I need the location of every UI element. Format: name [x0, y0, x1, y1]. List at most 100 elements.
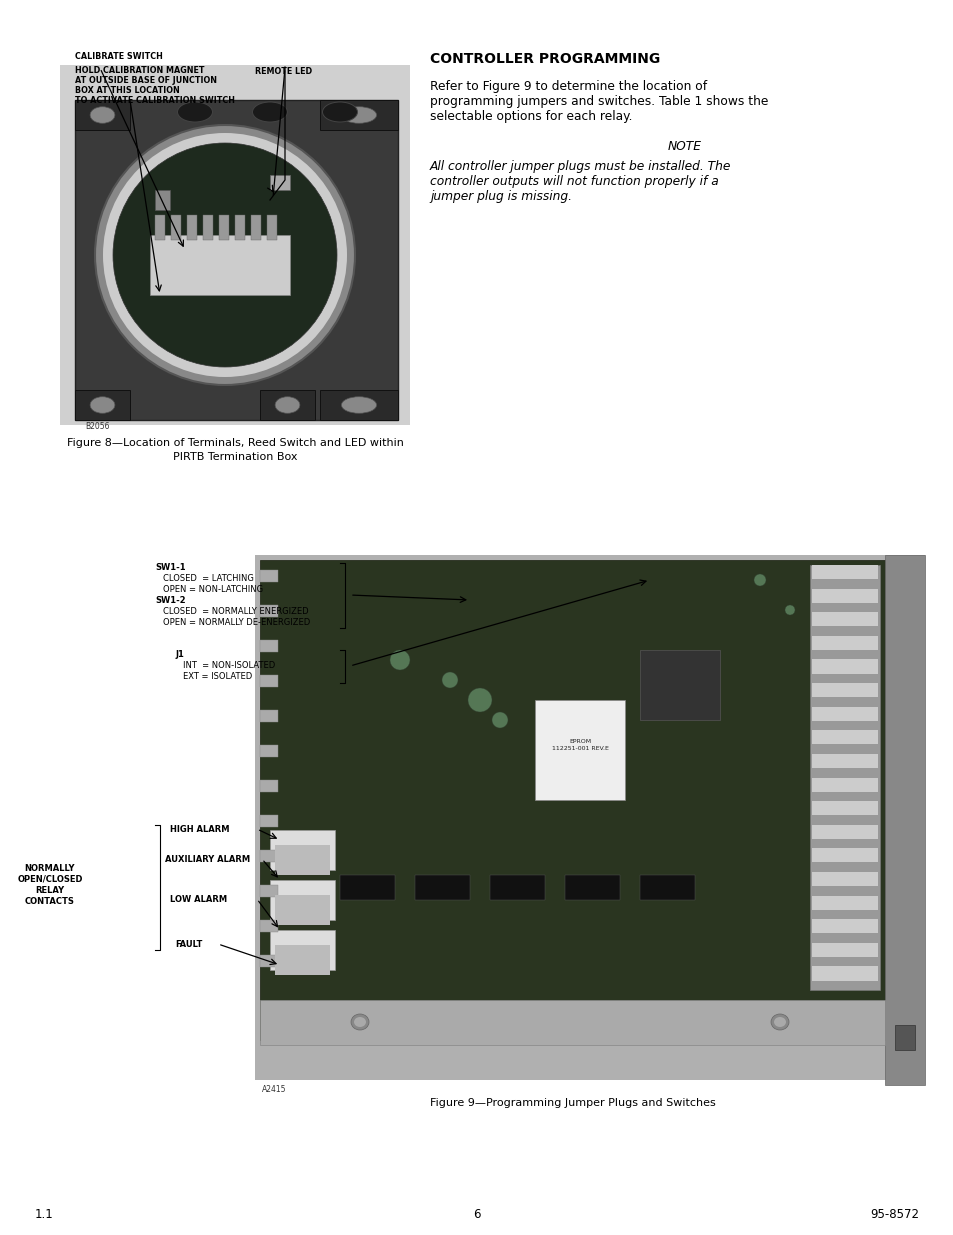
Text: NORMALLY
OPEN/CLOSED
RELAY
CONTACTS: NORMALLY OPEN/CLOSED RELAY CONTACTS — [17, 863, 83, 906]
Ellipse shape — [95, 125, 355, 385]
FancyBboxPatch shape — [811, 659, 877, 673]
FancyBboxPatch shape — [251, 215, 261, 240]
Text: AUXILIARY ALARM: AUXILIARY ALARM — [165, 855, 250, 864]
Text: Figure 9—Programming Jumper Plugs and Switches: Figure 9—Programming Jumper Plugs and Sw… — [430, 1098, 715, 1108]
Text: CONTROLLER PROGRAMMING: CONTROLLER PROGRAMMING — [430, 52, 659, 65]
Ellipse shape — [354, 1016, 366, 1028]
Ellipse shape — [103, 133, 347, 377]
FancyBboxPatch shape — [260, 745, 277, 757]
Text: controller outputs will not function properly if a: controller outputs will not function pro… — [430, 175, 718, 188]
FancyBboxPatch shape — [75, 100, 397, 420]
Text: CLOSED  = NORMALLY ENERGIZED: CLOSED = NORMALLY ENERGIZED — [163, 606, 309, 616]
Text: FAULT: FAULT — [174, 940, 202, 948]
FancyBboxPatch shape — [260, 559, 889, 1040]
FancyBboxPatch shape — [260, 571, 277, 582]
Text: CLOSED  = LATCHING: CLOSED = LATCHING — [163, 574, 253, 583]
Text: AT OUTSIDE BASE OF JUNCTION: AT OUTSIDE BASE OF JUNCTION — [75, 77, 216, 85]
Ellipse shape — [468, 688, 492, 713]
Ellipse shape — [274, 396, 299, 414]
FancyBboxPatch shape — [811, 872, 877, 885]
Text: NOTE: NOTE — [667, 140, 701, 153]
FancyBboxPatch shape — [319, 390, 397, 420]
FancyBboxPatch shape — [811, 802, 877, 815]
FancyBboxPatch shape — [219, 215, 229, 240]
Text: REMOTE LED: REMOTE LED — [254, 67, 312, 77]
FancyBboxPatch shape — [267, 215, 276, 240]
FancyBboxPatch shape — [171, 215, 181, 240]
FancyBboxPatch shape — [811, 564, 877, 579]
FancyBboxPatch shape — [260, 781, 277, 792]
Text: Refer to Figure 9 to determine the location of: Refer to Figure 9 to determine the locat… — [430, 80, 706, 93]
FancyBboxPatch shape — [535, 700, 624, 800]
FancyBboxPatch shape — [811, 753, 877, 768]
FancyBboxPatch shape — [60, 65, 410, 425]
FancyBboxPatch shape — [154, 190, 170, 210]
FancyBboxPatch shape — [811, 636, 877, 650]
Ellipse shape — [441, 672, 457, 688]
FancyBboxPatch shape — [260, 815, 277, 827]
FancyBboxPatch shape — [260, 920, 277, 932]
FancyBboxPatch shape — [811, 895, 877, 910]
Text: CALIBRATE SWITCH: CALIBRATE SWITCH — [75, 52, 163, 61]
FancyBboxPatch shape — [639, 650, 720, 720]
Ellipse shape — [753, 574, 765, 585]
Ellipse shape — [341, 396, 376, 414]
Text: A2415: A2415 — [262, 1086, 286, 1094]
Text: selectable options for each relay.: selectable options for each relay. — [430, 110, 632, 124]
Text: BOX AT THIS LOCATION: BOX AT THIS LOCATION — [75, 86, 179, 95]
Text: 1.1: 1.1 — [35, 1208, 53, 1221]
FancyBboxPatch shape — [270, 881, 335, 920]
FancyBboxPatch shape — [260, 955, 277, 967]
FancyBboxPatch shape — [894, 1025, 914, 1050]
Ellipse shape — [773, 1016, 785, 1028]
Ellipse shape — [177, 103, 213, 122]
Text: SW1-2: SW1-2 — [154, 597, 186, 605]
Text: INT  = NON-ISOLATED: INT = NON-ISOLATED — [183, 661, 275, 671]
Text: Figure 8—Location of Terminals, Reed Switch and LED within: Figure 8—Location of Terminals, Reed Swi… — [67, 438, 403, 448]
Text: TO ACTIVATE CALIBRATION SWITCH: TO ACTIVATE CALIBRATION SWITCH — [75, 96, 234, 105]
Text: programming jumpers and switches. Table 1 shows the: programming jumpers and switches. Table … — [430, 95, 767, 107]
Ellipse shape — [90, 106, 114, 124]
Text: J1: J1 — [174, 650, 184, 659]
FancyBboxPatch shape — [639, 876, 695, 900]
FancyBboxPatch shape — [254, 555, 924, 1079]
FancyBboxPatch shape — [150, 235, 290, 295]
FancyBboxPatch shape — [811, 730, 877, 745]
Text: 6: 6 — [473, 1208, 480, 1221]
FancyBboxPatch shape — [811, 942, 877, 957]
FancyBboxPatch shape — [274, 945, 330, 974]
FancyBboxPatch shape — [415, 876, 470, 900]
FancyBboxPatch shape — [811, 778, 877, 792]
FancyBboxPatch shape — [260, 710, 277, 722]
FancyBboxPatch shape — [270, 930, 335, 969]
Text: OPEN = NON-LATCHING: OPEN = NON-LATCHING — [163, 585, 263, 594]
Ellipse shape — [390, 650, 410, 671]
Ellipse shape — [90, 396, 114, 414]
Ellipse shape — [341, 106, 376, 124]
FancyBboxPatch shape — [274, 895, 330, 925]
FancyBboxPatch shape — [260, 605, 277, 618]
FancyBboxPatch shape — [809, 564, 879, 990]
FancyBboxPatch shape — [811, 967, 877, 981]
Text: EXT = ISOLATED: EXT = ISOLATED — [183, 672, 252, 680]
Text: PIRTB Termination Box: PIRTB Termination Box — [172, 452, 297, 462]
Text: HIGH ALARM: HIGH ALARM — [170, 825, 230, 834]
FancyBboxPatch shape — [319, 100, 397, 130]
FancyBboxPatch shape — [260, 640, 277, 652]
FancyBboxPatch shape — [203, 215, 213, 240]
FancyBboxPatch shape — [260, 850, 277, 862]
Text: HOLD CALIBRATION MAGNET: HOLD CALIBRATION MAGNET — [75, 65, 204, 75]
Ellipse shape — [253, 103, 287, 122]
FancyBboxPatch shape — [811, 683, 877, 698]
FancyBboxPatch shape — [75, 390, 130, 420]
Text: jumper plug is missing.: jumper plug is missing. — [430, 190, 572, 203]
FancyBboxPatch shape — [811, 589, 877, 603]
FancyBboxPatch shape — [187, 215, 196, 240]
Ellipse shape — [770, 1014, 788, 1030]
Ellipse shape — [492, 713, 507, 727]
FancyBboxPatch shape — [490, 876, 544, 900]
Text: SW1-1: SW1-1 — [154, 563, 186, 572]
FancyBboxPatch shape — [339, 876, 395, 900]
Text: EPROM
112251-001 REV.E: EPROM 112251-001 REV.E — [551, 740, 608, 751]
Text: B2056: B2056 — [85, 422, 110, 431]
